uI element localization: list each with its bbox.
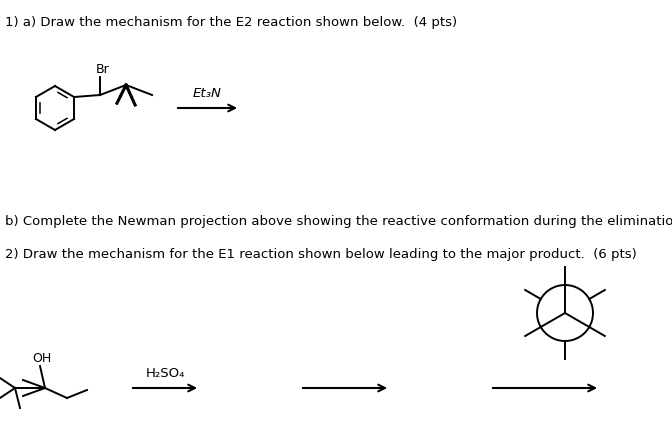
Text: Br: Br bbox=[96, 63, 110, 76]
Text: OH: OH bbox=[32, 352, 51, 365]
Text: b) Complete the Newman projection above showing the reactive conformation during: b) Complete the Newman projection above … bbox=[5, 215, 672, 228]
Text: H₂SO₄: H₂SO₄ bbox=[145, 367, 185, 380]
Text: 1) a) Draw the mechanism for the E2 reaction shown below.  (4 pts): 1) a) Draw the mechanism for the E2 reac… bbox=[5, 16, 457, 29]
Text: 2) Draw the mechanism for the E1 reaction shown below leading to the major produ: 2) Draw the mechanism for the E1 reactio… bbox=[5, 248, 637, 261]
Text: Et₃N: Et₃N bbox=[193, 87, 222, 100]
